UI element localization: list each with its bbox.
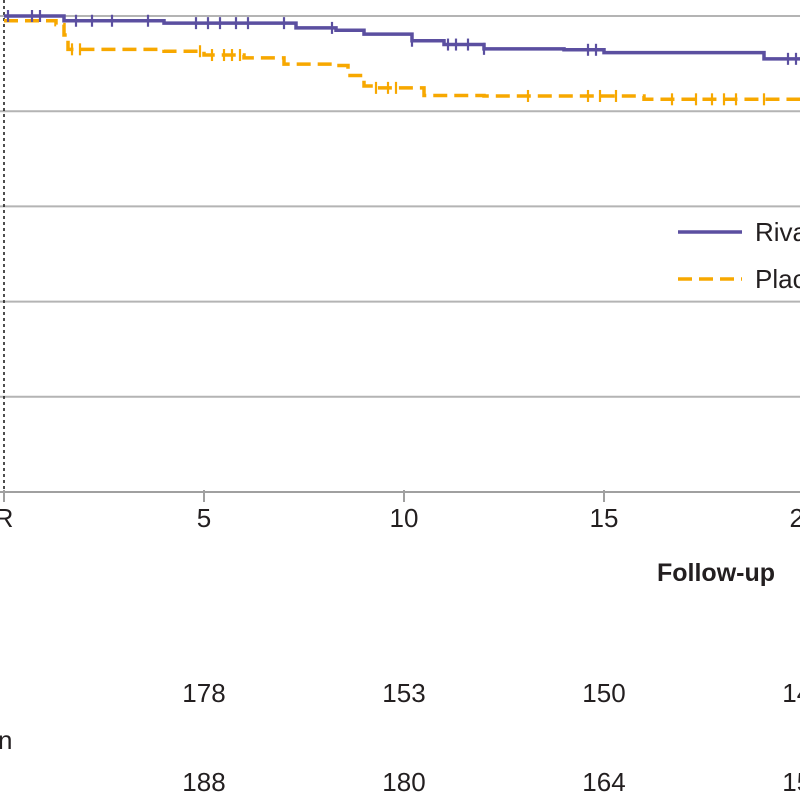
- legend-label-riva: Riva: [755, 217, 800, 247]
- risk-value-row2-col4: 157: [782, 767, 800, 797]
- x-tick-label-20: 20: [790, 503, 800, 533]
- risk-table: n 178 153 150 143 188 180 164 157: [0, 678, 800, 797]
- risk-value-row1-col1: 178: [182, 678, 225, 708]
- x-tick-label-15: 15: [590, 503, 619, 533]
- x-tick-labels: R 5 10 15 20: [0, 503, 800, 533]
- risk-value-row2-col3: 164: [582, 767, 625, 797]
- risk-value-row2-col1: 188: [182, 767, 225, 797]
- risk-value-row1-col3: 150: [582, 678, 625, 708]
- x-tick-label-R: R: [0, 503, 13, 533]
- risk-value-row1-col2: 153: [382, 678, 425, 708]
- axis-layer: [0, 0, 800, 502]
- series-layer: [4, 14, 800, 102]
- series-line-riva: [4, 14, 800, 61]
- x-axis-label: Follow-up: [657, 559, 775, 587]
- risk-value-row2-col2: 180: [382, 767, 425, 797]
- censor-layer: [6, 10, 798, 106]
- legend-label-plac: Plac: [755, 264, 800, 294]
- grid-layer: [0, 15, 800, 398]
- x-tick-label-5: 5: [197, 503, 211, 533]
- risk-row-label-fragment: n: [0, 725, 12, 755]
- risk-value-row1-col4: 143: [782, 678, 800, 708]
- x-tick-label-10: 10: [390, 503, 419, 533]
- series-line-plac: [4, 19, 800, 102]
- legend: Riva Plac: [678, 217, 800, 294]
